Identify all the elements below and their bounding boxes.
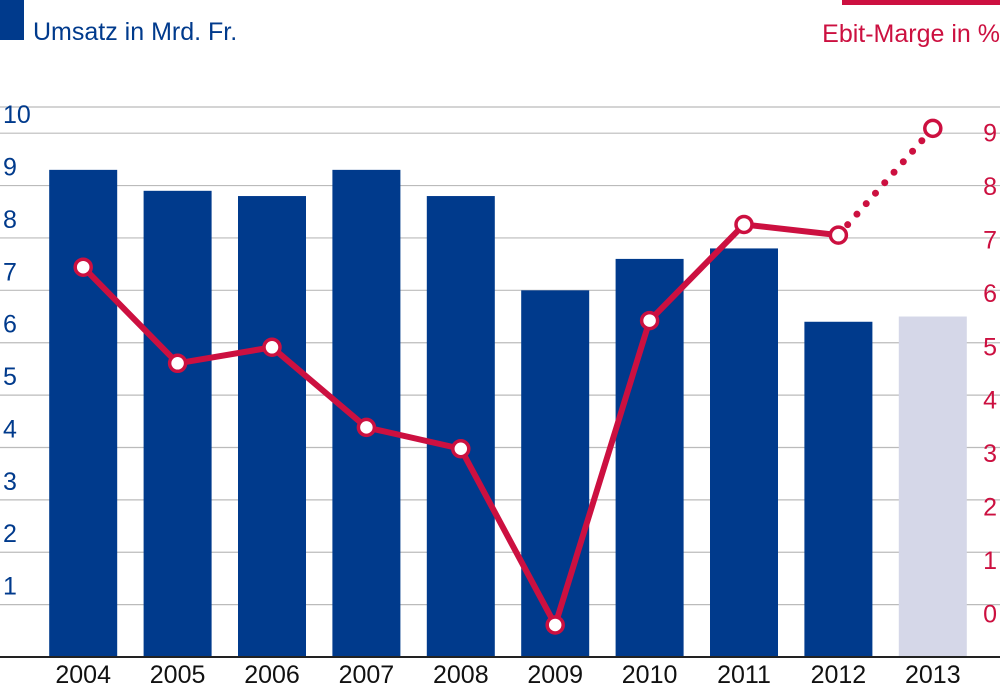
right-axis-tick-label: 7 [983, 226, 997, 254]
right-axis-tick-label: 1 [983, 547, 997, 575]
margin-point [828, 225, 849, 245]
revenue-bar-forecast [898, 316, 967, 657]
legend-label-margin: Ebit-Marge in % [822, 20, 1000, 48]
right-axis-tick-label: 2 [983, 493, 997, 521]
legend: Umsatz in Mrd. Fr. Ebit-Marge in % [0, 0, 1000, 48]
right-axis-tick-label: 8 [983, 173, 997, 201]
left-axis-tick-label: 8 [3, 206, 17, 234]
margin-point [734, 214, 754, 235]
margin-point [356, 417, 377, 438]
margin-line-forecast [834, 124, 937, 239]
revenue-bar [426, 196, 495, 658]
x-axis-tick-label: 2006 [244, 661, 300, 687]
x-axis-tick-label: 2010 [622, 661, 678, 687]
right-axis-tick-label: 5 [983, 333, 997, 361]
left-axis-tick-label: 9 [3, 154, 17, 182]
left-axis-tick-label: 5 [3, 363, 17, 391]
margin-point [639, 310, 660, 331]
revenue-bar [521, 290, 590, 657]
x-axis-tick-label: 2007 [339, 661, 395, 687]
x-axis-tick-label: 2013 [905, 661, 961, 687]
right-axis-tick-label: 6 [983, 280, 997, 308]
left-axis-tick-label: 1 [3, 573, 17, 601]
left-axis-tick-label: 3 [3, 468, 17, 496]
legend-swatch-revenue [0, 0, 24, 40]
margin-points [73, 118, 943, 635]
revenue-bar [49, 169, 118, 657]
x-axis-tick-label: 2004 [55, 661, 111, 687]
margin-point-forecast [923, 118, 943, 139]
left-axis-tick-label: 6 [3, 311, 17, 339]
left-axis-tick-label: 10 [3, 101, 31, 129]
x-axis-tick-label: 2011 [717, 661, 771, 687]
axes: 1 2 3 4 5 6 7 8 9 10 0 1 2 3 4 5 6 7 8 9 2004 2005 2006 2007 200… [0, 101, 1000, 687]
x-axis-tick-label: 2005 [150, 661, 206, 687]
left-axis-tick-label: 4 [3, 415, 17, 443]
right-axis-tick-label: 3 [983, 440, 997, 468]
revenue-bar [143, 190, 212, 658]
left-axis-tick-label: 2 [3, 520, 17, 548]
revenue-bar [710, 248, 778, 657]
left-axis-tick-label: 7 [3, 258, 17, 286]
x-axis-tick-label: 2008 [433, 661, 489, 687]
legend-swatch-margin [842, 0, 1000, 5]
revenue-bar [238, 196, 306, 658]
margin-point [167, 353, 188, 374]
right-axis-tick-label: 4 [983, 387, 997, 415]
revenue-bar [332, 169, 401, 657]
x-axis-tick-label: 2012 [811, 661, 867, 687]
margin-point [545, 615, 565, 635]
margin-point [262, 337, 282, 358]
margin-point [73, 257, 93, 277]
right-axis-tick-label: 9 [983, 120, 997, 148]
x-axis-tick-label: 2009 [527, 661, 583, 687]
margin-point [451, 438, 471, 459]
revenue-bar [804, 321, 873, 657]
bars [49, 169, 967, 658]
legend-label-revenue: Umsatz in Mrd. Fr. [33, 18, 237, 46]
right-axis-tick-label: 0 [983, 600, 997, 628]
